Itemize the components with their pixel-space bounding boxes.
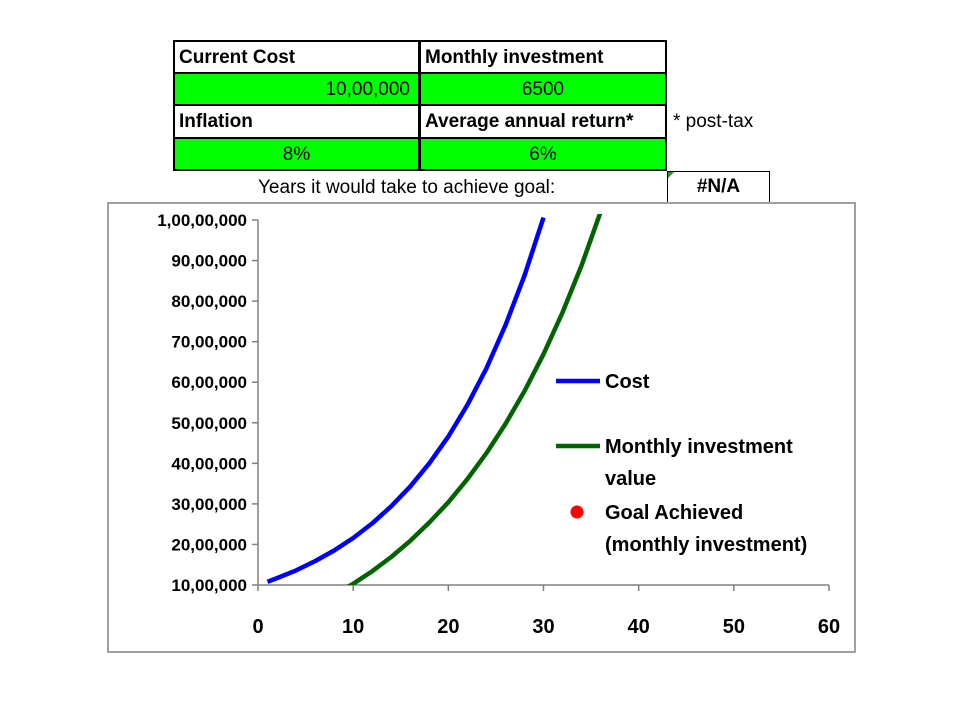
y-tick-label: 20,00,000: [171, 535, 247, 554]
post-tax-footnote: * post-tax: [673, 111, 754, 132]
x-tick-label: 40: [628, 616, 650, 638]
table-divider-row-1: [173, 72, 667, 74]
y-tick-label: 30,00,000: [171, 495, 247, 514]
legend-goal-achieved-swatch: [570, 505, 584, 519]
x-tick-label: 20: [437, 616, 459, 638]
x-tick-label: 0: [252, 616, 263, 638]
table-divider-row-3: [173, 137, 667, 139]
inflation-input[interactable]: 8%: [175, 139, 418, 169]
legend-goal-achieved-label: Goal Achieved: [605, 502, 743, 524]
current-cost-label: Current Cost: [175, 42, 418, 72]
plot-area: [266, 214, 603, 585]
chart-legend: Cost Monthly investment value Goal Achieved…: [556, 371, 807, 556]
y-tick-label: 90,00,000: [171, 252, 247, 271]
y-tick-label: 70,00,000: [171, 333, 247, 352]
y-tick-label: 80,00,000: [171, 292, 247, 311]
y-axis-ticks: 10,00,000 20,00,000 30,00,000 40,00,000 50,0…: [157, 211, 258, 595]
legend-cost-label: Cost: [605, 371, 650, 393]
years-to-goal-value[interactable]: #N/A: [667, 171, 770, 203]
chart-frame: [107, 202, 856, 653]
x-tick-label: 10: [342, 616, 364, 638]
y-tick-label: 1,00,00,000: [157, 211, 247, 230]
cell-comment-indicator-icon: [668, 172, 674, 178]
investment-series-line: [346, 214, 603, 585]
y-tick-label: 50,00,000: [171, 414, 247, 433]
years-to-goal-text: #N/A: [696, 176, 741, 197]
current-cost-input[interactable]: 10,00,000: [175, 74, 418, 104]
monthly-investment-input[interactable]: 6500: [421, 74, 665, 104]
x-tick-label: 60: [818, 616, 840, 638]
annual-return-label: Average annual return*: [421, 106, 665, 137]
table-divider-row-2: [173, 104, 667, 106]
x-axis-ticks: 0 10 20 30 40 50 60: [252, 585, 840, 638]
legend-monthly-investment-label: Monthly investment: [605, 436, 793, 458]
monthly-investment-label: Monthly investment: [421, 42, 665, 72]
y-tick-label: 10,00,000: [171, 576, 247, 595]
x-tick-label: 30: [532, 616, 554, 638]
y-tick-label: 60,00,000: [171, 373, 247, 392]
x-tick-label: 50: [723, 616, 745, 638]
y-tick-label: 40,00,000: [171, 454, 247, 473]
annual-return-input[interactable]: 6%: [421, 139, 665, 169]
years-to-goal-label: Years it would take to achieve goal:: [258, 177, 556, 198]
inflation-label: Inflation: [175, 106, 418, 137]
legend-goal-achieved-label-line2: (monthly investment): [605, 534, 807, 556]
cost-series-line: [266, 216, 546, 584]
legend-monthly-investment-label-line2: value: [605, 468, 656, 490]
